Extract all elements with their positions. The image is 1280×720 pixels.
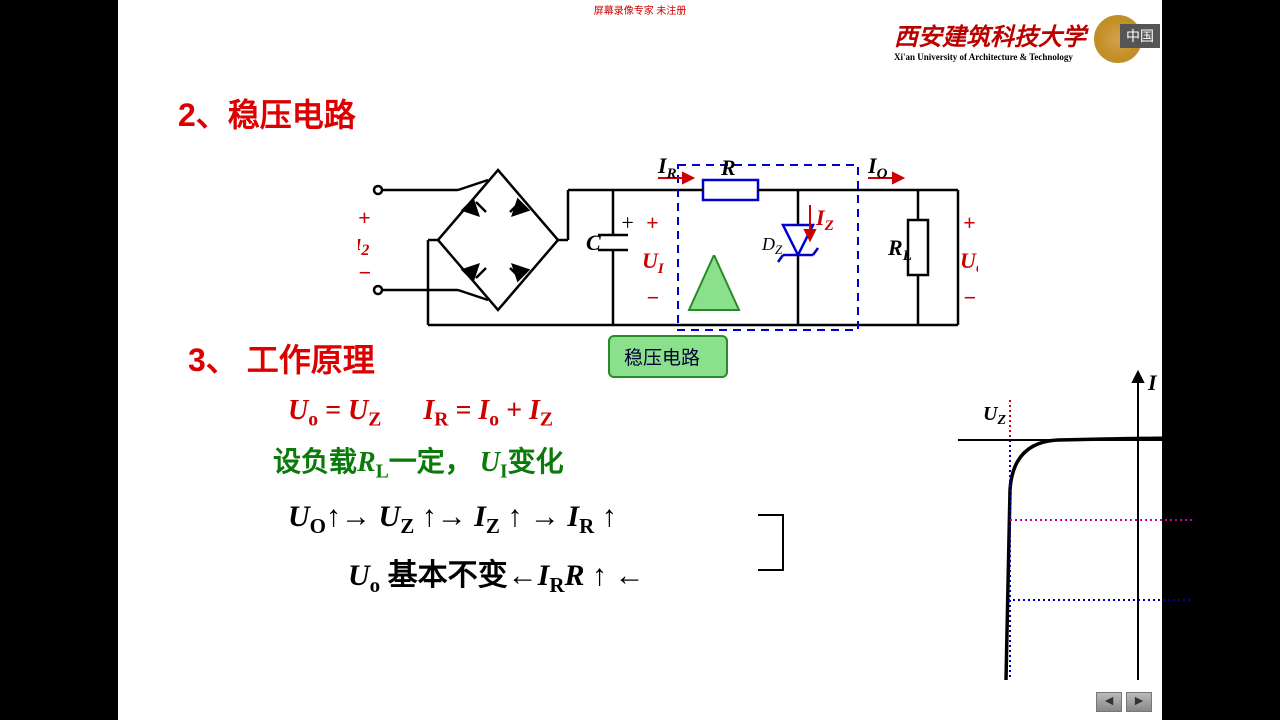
svg-text:UZ: UZ bbox=[983, 403, 1006, 428]
svg-text:R: R bbox=[720, 155, 736, 180]
watermark: 屏幕录像专家 未注册 bbox=[594, 2, 687, 17]
svg-text:+: + bbox=[358, 205, 371, 230]
eq-chain1: UO↑→ UZ ↑→ IZ ↑ → IR ↑ bbox=[288, 500, 617, 539]
uni-cn: 西安建筑科技大学 bbox=[894, 17, 1086, 52]
uni-block: 西安建筑科技大学 Xi'an University of Architectur… bbox=[894, 17, 1086, 62]
heading-2: 2、稳压电路 bbox=[178, 90, 356, 136]
svg-text:−: − bbox=[963, 285, 976, 310]
svg-text:−: − bbox=[646, 285, 659, 310]
prev-button[interactable]: ◄ bbox=[1096, 692, 1122, 712]
uni-en: Xi'an University of Architecture & Techn… bbox=[894, 52, 1086, 62]
header: 西安建筑科技大学 Xi'an University of Architectur… bbox=[894, 15, 1142, 63]
eq-line2: 设负载RL一定， UI变化 bbox=[273, 440, 564, 484]
svg-text:UO: UO bbox=[960, 248, 978, 277]
next-button[interactable]: ► bbox=[1126, 692, 1152, 712]
svg-text:−: − bbox=[358, 260, 371, 285]
callout-pointer bbox=[664, 255, 784, 345]
iv-curve: I U UZ bbox=[948, 370, 1218, 690]
svg-text:IO: IO bbox=[867, 153, 888, 182]
heading-3: 3、 工作原理 bbox=[188, 335, 375, 381]
svg-text:I: I bbox=[1147, 370, 1158, 395]
svg-text:u2: u2 bbox=[358, 230, 369, 259]
svg-text:IR: IR bbox=[657, 153, 677, 182]
callout: 稳压电路 bbox=[608, 335, 728, 390]
svg-text:C: C bbox=[586, 230, 601, 255]
svg-text:+: + bbox=[620, 210, 635, 235]
svg-text:IZ: IZ bbox=[815, 205, 834, 234]
chain-bracket bbox=[758, 510, 798, 580]
eq-chain2: Uo 基本不变←IRR ↑ ← bbox=[348, 550, 645, 598]
country-tag: 中国 bbox=[1120, 24, 1160, 48]
svg-text:UI: UI bbox=[642, 248, 665, 277]
eq-line1: Uo = UZ IR = Io + IZ bbox=[288, 395, 553, 432]
callout-label: 稳压电路 bbox=[608, 335, 728, 378]
svg-text:+: + bbox=[646, 210, 659, 235]
svg-text:U: U bbox=[1193, 445, 1210, 470]
slide: 屏幕录像专家 未注册 西安建筑科技大学 Xi'an University of … bbox=[118, 0, 1162, 720]
svg-text:+: + bbox=[963, 210, 976, 235]
svg-text:DZ: DZ bbox=[761, 234, 783, 257]
